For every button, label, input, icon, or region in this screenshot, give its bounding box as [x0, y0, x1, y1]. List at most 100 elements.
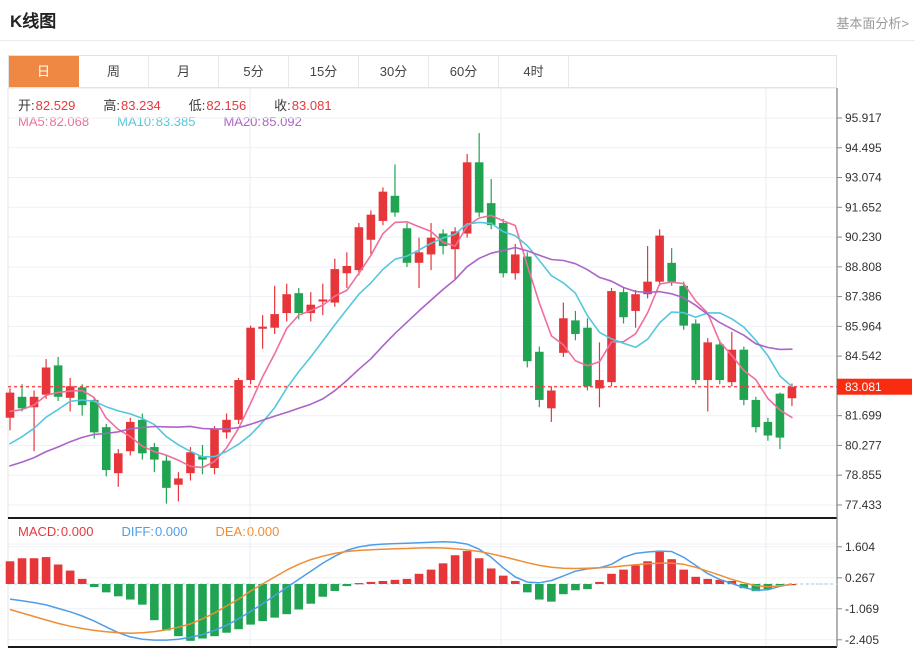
candle-body: [715, 344, 725, 381]
ma20-line: [9, 246, 793, 467]
macd-bar: [510, 580, 520, 584]
macd-bar: [571, 584, 580, 591]
macd-bar: [450, 555, 460, 584]
macd-bar: [751, 584, 761, 592]
candle-body: [402, 228, 412, 263]
macd-tick-label: -1.069: [845, 602, 879, 616]
macd-bar: [438, 563, 448, 584]
tab-period-3[interactable]: 月: [149, 56, 219, 87]
candle-body: [29, 396, 39, 408]
macd-bar: [691, 576, 701, 584]
tab-period-8[interactable]: 4时: [499, 56, 569, 87]
macd-bar: [234, 584, 243, 630]
macd-bar: [366, 581, 376, 584]
candle-body: [198, 456, 207, 460]
candle-body: [775, 393, 785, 438]
candle-body: [643, 281, 652, 295]
candle-body: [607, 291, 616, 383]
tab-period-4[interactable]: 5分: [219, 56, 289, 87]
fundamental-analysis-link[interactable]: 基本面分析>: [836, 16, 909, 31]
macd-bar: [210, 584, 219, 637]
candle-body: [390, 195, 400, 213]
tab-period-6[interactable]: 30分: [359, 56, 429, 87]
macd-bar: [535, 584, 544, 600]
macd-tick-label: 0.267: [845, 571, 875, 585]
macd-bar: [246, 584, 255, 625]
macd-bar: [29, 558, 39, 584]
macd-bar: [162, 584, 171, 631]
macd-bar: [559, 584, 568, 595]
candle-body: [5, 392, 15, 418]
tab-period-7[interactable]: 60分: [429, 56, 499, 87]
candle-body: [138, 419, 147, 454]
macd-bar: [113, 584, 123, 597]
candle-body: [438, 233, 448, 247]
candle-body: [162, 460, 171, 488]
ma10-line: [9, 221, 793, 458]
candle-body: [53, 365, 63, 397]
tab-period-2[interactable]: 周: [79, 56, 149, 87]
macd-bar: [126, 584, 135, 600]
macd-bar: [739, 584, 749, 589]
candle-body: [462, 162, 472, 234]
macd-bar: [330, 584, 340, 591]
macd-bar: [101, 584, 111, 593]
macd-bar: [727, 580, 737, 584]
current-price-tag: [837, 378, 912, 395]
legend-item: 开:82.529: [18, 98, 76, 113]
title-divider: [0, 40, 915, 41]
macd-bar: [77, 578, 87, 584]
macd-bar: [89, 584, 99, 588]
tab-period-1[interactable]: 日: [9, 56, 79, 87]
legend-item: DEA:0.000: [215, 524, 280, 539]
price-tick-label: 80.277: [845, 438, 882, 452]
price-tick-label: 84.542: [845, 349, 882, 363]
period-tab-bar: 日周月 5分 15分 30分 60分 4时: [8, 55, 837, 88]
macd-bar: [222, 584, 231, 633]
candle-body: [89, 399, 99, 433]
candle-body: [679, 285, 688, 326]
macd-bar: [17, 558, 27, 584]
candle-body: [246, 327, 255, 381]
macd-tick-label: -2.405: [845, 633, 879, 647]
legend-item: 低:82.156: [188, 98, 247, 113]
legend-item: DIFF:0.000: [121, 524, 188, 539]
macd-bar: [318, 584, 328, 597]
macd-bar: [486, 568, 496, 584]
macd-bar: [547, 584, 556, 602]
candle-body: [450, 231, 460, 250]
macd-bar: [703, 578, 713, 584]
macd-bar: [474, 558, 484, 584]
candle-body: [282, 294, 291, 314]
candle-body: [318, 299, 328, 302]
candle-body: [547, 390, 556, 409]
candle-body: [378, 191, 388, 221]
candle-body: [486, 203, 496, 226]
macd-bar: [414, 573, 424, 584]
current-price-tag-label: 83.081: [845, 380, 882, 394]
ma5-line: [9, 214, 793, 469]
macd-bar: [631, 565, 640, 584]
legend-item: MACD:0.000: [18, 524, 94, 539]
macd-bar: [679, 569, 688, 584]
page-title: K线图: [10, 12, 57, 31]
macd-bar: [342, 584, 352, 587]
candle-body: [258, 326, 267, 329]
candle-body: [174, 478, 183, 485]
price-tick-label: 93.074: [845, 171, 882, 185]
tab-period-5[interactable]: 15分: [289, 56, 359, 87]
macd-bar: [583, 584, 592, 590]
macd-bar: [138, 584, 147, 605]
candle-body: [366, 214, 376, 240]
macd-bar: [595, 581, 604, 584]
macd-bar: [41, 557, 51, 584]
candle-body: [727, 349, 737, 383]
macd-bar: [402, 578, 412, 584]
diff-line: [9, 541, 793, 641]
candle-body: [595, 380, 604, 389]
candle-body: [703, 342, 713, 381]
macd-bar: [667, 559, 676, 584]
macd-bar: [53, 564, 63, 584]
macd-bar: [65, 570, 75, 584]
